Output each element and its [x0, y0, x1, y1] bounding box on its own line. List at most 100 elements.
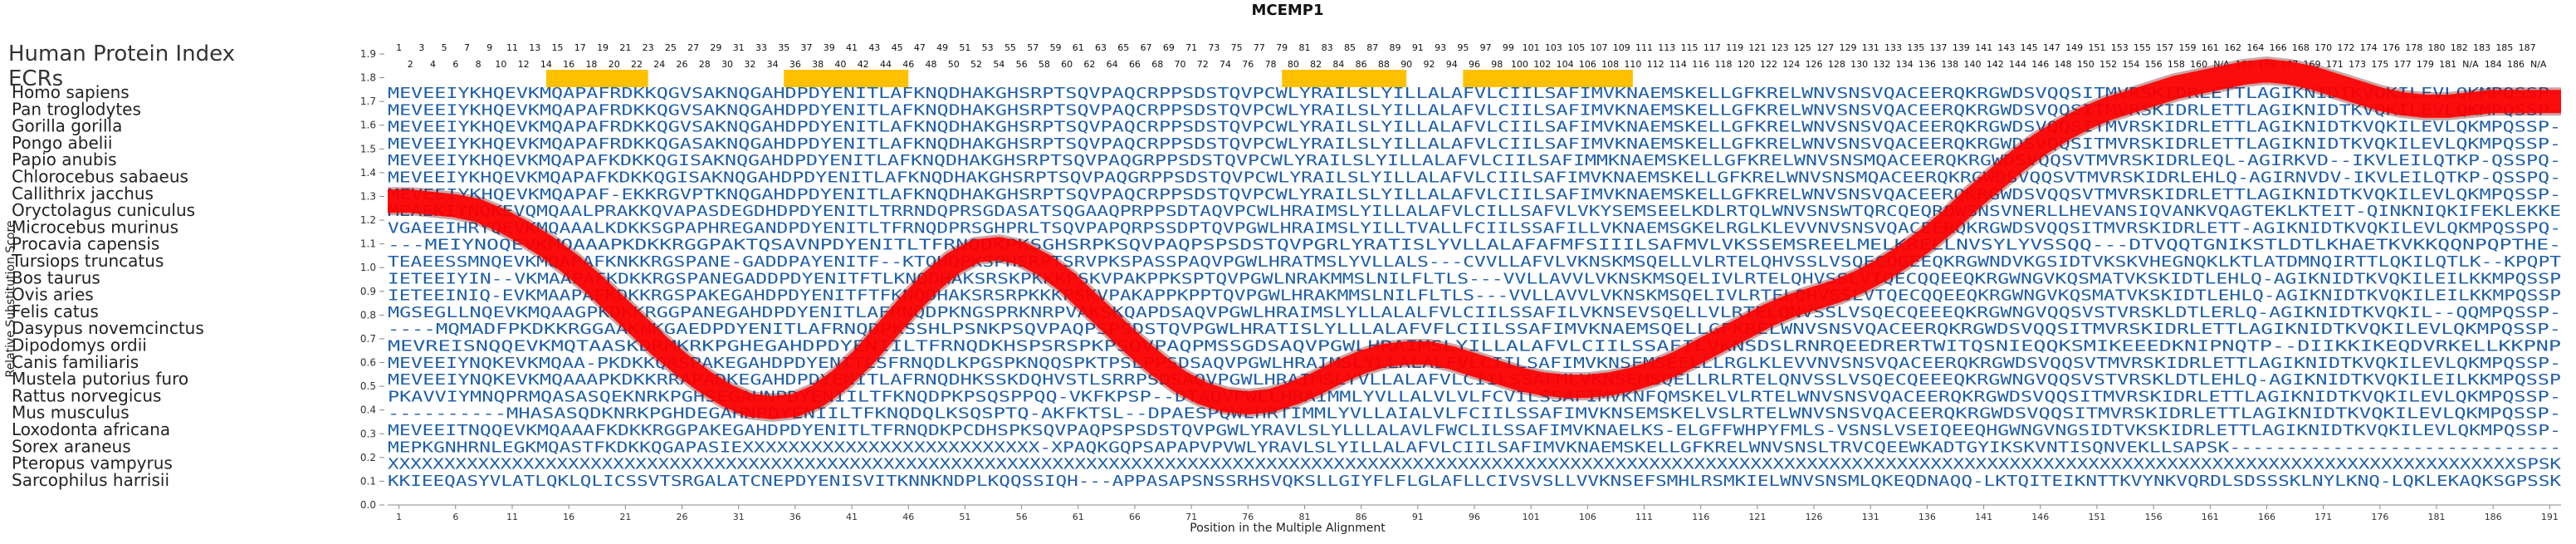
- species-sequence: MEVEEIYKHQEVKMQAPAFRDKKQGASAKNQGAHDPDYEN…: [388, 135, 2561, 153]
- index-number-bottom: 120: [1738, 59, 1755, 70]
- index-number-top: 133: [1884, 42, 1902, 53]
- index-number-bottom: 156: [2145, 59, 2163, 70]
- index-number-top: 31: [733, 42, 745, 53]
- index-number-top: 73: [1208, 42, 1220, 53]
- index-number-top: 182: [2451, 42, 2468, 53]
- index-number-top: 93: [1435, 42, 1446, 53]
- y-tick-label: 1.7: [360, 96, 376, 107]
- index-number-top: 164: [2246, 42, 2264, 53]
- index-number-bottom: 160: [2190, 59, 2207, 70]
- index-number-bottom: 110: [1624, 59, 1641, 70]
- x-tick-label: 106: [1579, 512, 1596, 522]
- y-tick-label: 0.1: [360, 475, 376, 487]
- species-sequence: MEVEEIYKHQEVKMQAPAFRDKKQGVSAKNQGAHDPDYEN…: [388, 119, 2561, 136]
- index-number-bottom: 144: [2009, 59, 2026, 70]
- index-number-bottom: 20: [609, 59, 620, 70]
- index-number-top: 127: [1816, 42, 1834, 53]
- index-number-top: 5: [442, 42, 447, 53]
- species-sequence: ----------MHASASQDKNRKPGHDEGAHNPDYENIILT…: [388, 405, 2561, 423]
- species-name: Chlorocebus sabaeus: [12, 167, 188, 187]
- index-number-bottom: 42: [858, 59, 869, 70]
- index-number-top: 41: [846, 42, 858, 53]
- index-number-bottom: 32: [744, 59, 755, 70]
- index-number-bottom: 10: [495, 59, 506, 70]
- index-number-bottom: 175: [2371, 59, 2388, 70]
- index-number-bottom: 138: [1941, 59, 1958, 70]
- index-number-top: 59: [1049, 42, 1061, 53]
- index-number-top: 27: [687, 42, 699, 53]
- index-number-top: 53: [982, 42, 994, 53]
- species-name: Dipodomys ordii: [12, 336, 147, 355]
- index-number-bottom: 88: [1378, 59, 1390, 70]
- index-number-bottom: 70: [1174, 59, 1185, 70]
- index-number-top: 35: [778, 42, 789, 53]
- index-number-bottom: 60: [1061, 59, 1073, 70]
- index-number-top: 115: [1681, 42, 1699, 53]
- x-tick-label: 1: [396, 512, 402, 522]
- x-tick-label: 86: [1356, 512, 1367, 522]
- index-number-top: 81: [1298, 42, 1310, 53]
- index-number-bottom: 136: [1919, 59, 1936, 70]
- index-number-bottom: 48: [926, 59, 937, 70]
- species-sequence: MEVEEIYKHQEVKMQAPAFRDKKQGVSAKNQGAHDPDYEN…: [388, 101, 2561, 119]
- index-number-top: 131: [1862, 42, 1879, 53]
- index-number-top: 15: [552, 42, 564, 53]
- index-number-bottom: 36: [789, 59, 801, 70]
- species-name: Papio anubis: [12, 149, 117, 169]
- index-number-top: 125: [1794, 42, 1811, 53]
- chart-title: MCEMP1: [1251, 2, 1323, 19]
- index-number-top: 39: [824, 42, 835, 53]
- index-number-bottom: 171: [2326, 59, 2344, 70]
- index-number-top: 3: [418, 42, 424, 53]
- x-axis: 1 6 11 16 21 26 31 36 41 46 51 56 61 66 71 76 81 86 91 96 10…: [396, 505, 2559, 522]
- index-number-bottom: 140: [1963, 59, 1981, 70]
- species-name: Homo sapiens: [12, 82, 130, 102]
- index-number-top: 89: [1390, 42, 1401, 53]
- species-sequence: ----MQMADFPKDKKRGGAAKNKGAEDPDYENITLAFRNQ…: [388, 321, 2561, 338]
- index-row-bottom: 2 4 6 8 10 12 14 16 18 20 22 24 26 28 30 32 34 36 38 40 42 44…: [408, 59, 2547, 70]
- index-number-bottom: 74: [1220, 59, 1231, 70]
- y-tick-label: 1.8: [360, 72, 376, 84]
- y-tick-label: 0.4: [360, 404, 376, 416]
- index-number-bottom: 38: [812, 59, 824, 70]
- species-sequence: IETEEINIQ-EVKMAAPAFKDKKRGSPAKEGAHDPDYENI…: [388, 287, 2561, 305]
- x-tick-label: 51: [959, 512, 970, 522]
- species-sequence: TEAEESSMNQEVKMQAPAFKNKKRGSPANE-GADDPAYEN…: [388, 253, 2561, 271]
- species-sequence: XXXXXXXXXXXXXXXXXXXXXXXXXXXXXXXXXXXXXXXX…: [388, 456, 2561, 473]
- species-name: Callithrix jacchus: [12, 184, 154, 203]
- species-sequence: MEVEEITNQQEVKMQAAAFKDKKRGGPAKEGAHDPDYENI…: [388, 422, 2561, 439]
- index-number-top: 168: [2292, 42, 2310, 53]
- index-number-top: 99: [1503, 42, 1514, 53]
- x-tick-label: 111: [1635, 512, 1653, 522]
- species-name: Bos taurus: [12, 267, 100, 287]
- species-name: Oryctolagus cuniculus: [12, 200, 195, 220]
- index-number-top: 47: [914, 42, 926, 53]
- sequences: MEVEEIYKHQEVKMQAPAFRDKKQGVSAKNQGAHDPDYEN…: [388, 85, 2561, 490]
- index-number-bottom: 100: [1511, 59, 1528, 70]
- index-number-top: 117: [1703, 42, 1721, 53]
- x-tick-label: 11: [506, 512, 518, 522]
- x-tick-label: 71: [1185, 512, 1197, 522]
- index-number-bottom: 128: [1828, 59, 1845, 70]
- x-tick-label: 61: [1073, 512, 1084, 522]
- index-number-bottom: 66: [1129, 59, 1141, 70]
- index-number-top: 107: [1590, 42, 1607, 53]
- index-number-top: 75: [1231, 42, 1243, 53]
- x-tick-label: 26: [677, 512, 688, 522]
- index-number-bottom: 154: [2122, 59, 2139, 70]
- score-line-layer: [388, 56, 2561, 422]
- index-number-bottom: 177: [2394, 59, 2412, 70]
- x-tick-label: 46: [902, 512, 914, 522]
- species-name: Tursiops truncatus: [11, 251, 164, 271]
- index-number-top: 147: [2043, 42, 2060, 53]
- index-number-top: 45: [892, 42, 903, 53]
- species-name: Felis catus: [12, 301, 99, 321]
- index-number-bottom: 179: [2417, 59, 2434, 70]
- x-tick-label: 146: [2031, 512, 2049, 522]
- x-tick-label: 131: [1862, 512, 1879, 522]
- x-tick-label: 156: [2145, 512, 2163, 522]
- index-number-top: 11: [506, 42, 518, 53]
- index-number-top: 187: [2519, 42, 2536, 53]
- index-number-bottom: 4: [430, 59, 436, 70]
